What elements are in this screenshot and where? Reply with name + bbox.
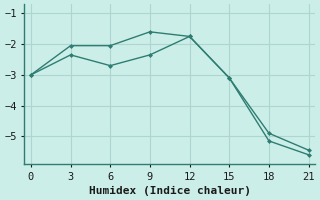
X-axis label: Humidex (Indice chaleur): Humidex (Indice chaleur) [89,186,251,196]
